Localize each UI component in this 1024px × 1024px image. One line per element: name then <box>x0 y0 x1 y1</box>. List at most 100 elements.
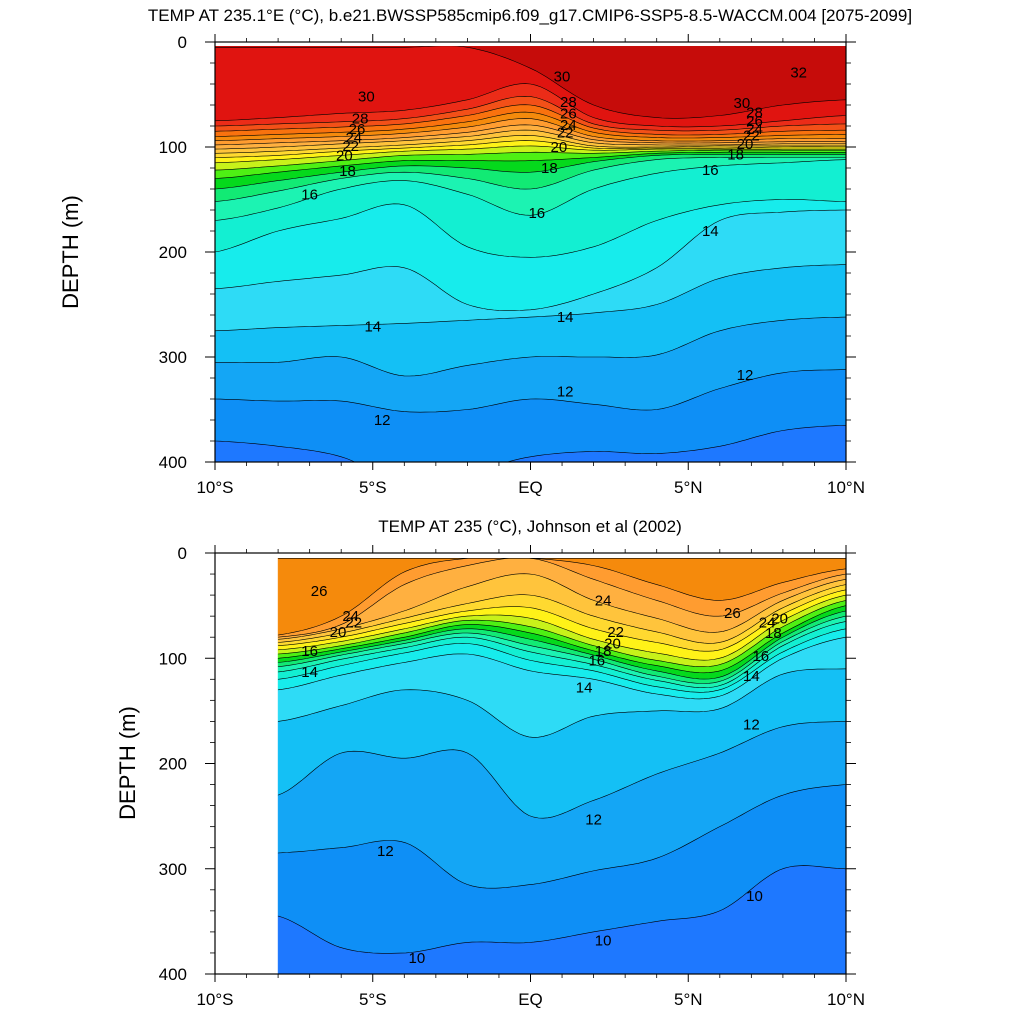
contour-label-text: 30 <box>734 95 751 112</box>
isotherm-24C <box>278 573 846 640</box>
isotherm-15C <box>278 628 846 693</box>
contour-label-text: 28 <box>560 94 577 111</box>
contour-label-text: 30 <box>358 89 375 106</box>
contour-band-9C <box>215 424 846 462</box>
x-tick-label: 10°N <box>827 990 865 1009</box>
contour-label-18: 18 <box>541 160 558 177</box>
contour-label-30: 30 <box>554 69 571 86</box>
contour-label-text: 22 <box>345 615 362 632</box>
panel-model-axes: 10°S 5°S EQ 5°N 10°N 0 100 200 300 400 <box>159 33 865 497</box>
isotherm-26C <box>215 118 846 142</box>
contour-label-text: 22 <box>607 624 624 641</box>
contour-label-text: 18 <box>727 146 744 163</box>
contour-label-text: 18 <box>339 163 356 180</box>
contour-label-text: 16 <box>528 205 545 222</box>
isotherm-18C <box>278 610 846 680</box>
contour-label-text: 18 <box>595 643 612 660</box>
contour-label-30: 30 <box>358 89 375 106</box>
panel-model-contour-lines <box>215 46 846 462</box>
contour-label-10: 10 <box>595 932 612 949</box>
contour-label-text: 24 <box>560 117 577 134</box>
contour-label-18: 18 <box>765 625 782 642</box>
contour-label-text: 14 <box>364 319 381 336</box>
contour-label-text: 24 <box>759 615 776 632</box>
contour-label-16: 16 <box>528 205 545 222</box>
contour-label-22: 22 <box>557 124 574 141</box>
isotherm-10C <box>215 425 846 462</box>
contour-label-16: 16 <box>301 186 318 203</box>
contour-label-30: 30 <box>734 95 751 112</box>
contour-label-32: 32 <box>790 65 807 82</box>
y-tick-label: 100 <box>159 649 187 668</box>
isotherm-20C <box>215 149 846 171</box>
contour-label-24: 24 <box>595 592 612 609</box>
y-tick-label: 400 <box>159 453 187 472</box>
contour-label-26: 26 <box>724 605 741 622</box>
x-tick-label: 5°N <box>674 990 703 1009</box>
y-tick-label: 100 <box>159 138 187 157</box>
contour-label-text: 12 <box>585 811 602 828</box>
contour-label-26: 26 <box>560 105 577 122</box>
y-tick-label: 400 <box>159 965 187 984</box>
contour-label-text: 14 <box>557 309 574 326</box>
contour-label-14: 14 <box>576 680 593 697</box>
contour-label-text: 24 <box>342 608 359 625</box>
contour-label-text: 16 <box>301 186 318 203</box>
isotherm-31C <box>215 46 846 119</box>
contour-label-text: 22 <box>557 124 574 141</box>
contour-label-text: 16 <box>588 652 605 669</box>
isotherm-22C <box>278 589 846 652</box>
contour-label-text: 20 <box>604 636 621 653</box>
contour-label-text: 16 <box>752 648 769 665</box>
contour-label-26: 26 <box>311 583 328 600</box>
contour-label-text: 32 <box>790 65 807 82</box>
panel-observed-contour-lines <box>277 558 846 954</box>
contour-label-text: 20 <box>551 139 568 156</box>
contour-label-text: 24 <box>595 592 612 609</box>
contour-label-text: 26 <box>349 121 366 138</box>
contour-label-text: 10 <box>409 950 426 967</box>
isotherm-18C <box>215 154 846 190</box>
contour-label-text: 18 <box>541 160 558 177</box>
contour-label-16: 16 <box>752 648 769 665</box>
contour-label-text: 24 <box>746 121 763 138</box>
isotherm-17C <box>278 615 846 684</box>
contour-label-text: 28 <box>352 111 369 128</box>
isotherm-24C <box>215 129 846 150</box>
contour-label-text: 26 <box>311 583 328 600</box>
contour-label-22: 22 <box>342 138 359 155</box>
x-tick-label: 10°S <box>196 478 233 497</box>
x-tick-label: 5°S <box>359 990 387 1009</box>
panel-observed-axes: 10°S 5°S EQ 5°N 10°N 0 100 200 300 400 <box>159 544 865 1009</box>
contour-label-text: 12 <box>743 717 760 734</box>
panel-model: TEMP AT 235.1°E (°C), b.e21.BWSSP585cmip… <box>58 6 912 497</box>
isotherm-16C <box>278 621 846 689</box>
isotherm-21C <box>278 594 846 661</box>
contour-label-18: 18 <box>595 643 612 660</box>
isotherm-19C <box>215 151 846 179</box>
isotherm-22C <box>215 140 846 158</box>
contour-label-26: 26 <box>746 113 763 130</box>
contour-label-14: 14 <box>301 664 318 681</box>
contour-label-text: 26 <box>560 105 577 122</box>
contour-label-16: 16 <box>588 652 605 669</box>
contour-label-text: 12 <box>737 367 754 384</box>
isotherm-26C <box>278 558 846 636</box>
contour-label-text: 20 <box>771 610 788 627</box>
isotherm-11C <box>215 369 846 413</box>
contour-label-10: 10 <box>746 888 763 905</box>
contour-label-24: 24 <box>342 608 359 625</box>
y-tick-label: 300 <box>159 348 187 367</box>
isotherm-14C <box>278 636 846 700</box>
contour-label-18: 18 <box>339 163 356 180</box>
contour-label-14: 14 <box>557 309 574 326</box>
isotherm-13C <box>278 668 846 738</box>
y-tick-label: 200 <box>159 243 187 262</box>
contour-label-24: 24 <box>345 130 362 147</box>
isotherm-19C <box>278 605 846 674</box>
panel-observed-y-axis-label: DEPTH (m) <box>115 706 140 820</box>
isotherm-10C <box>278 865 846 954</box>
isotherm-15C <box>215 199 846 258</box>
contour-label-text: 12 <box>557 384 574 401</box>
